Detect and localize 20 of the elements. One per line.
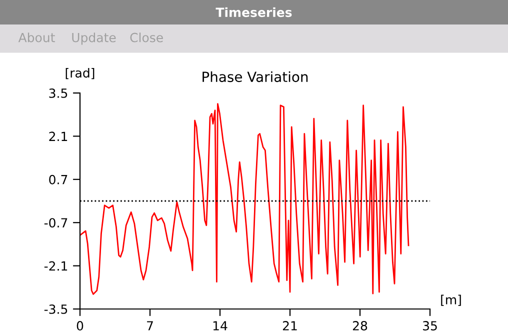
y-tick-label: 0.7 [49,174,68,184]
x-tick-label: 28 [352,321,368,330]
y-tick-label: -2.1 [44,261,68,271]
text: Timeseries [216,7,292,18]
x-tick-label: 14 [213,321,228,330]
x-tick-label: 7 [147,321,153,330]
text: About [18,32,55,42]
y-axis-title: [rad] [66,68,94,80]
text: Update [72,32,116,45]
y-tick-label: -0.7 [44,218,68,228]
x-tick-label: 35 [423,321,437,330]
y-tick-label: -3.5 [44,304,68,314]
x-tick-label: 21 [282,321,297,330]
line-series [80,103,410,295]
chart-title: Phase Variation [202,71,308,82]
x-tick-label: 0 [76,321,84,330]
y-tick-label: 2.1 [49,132,68,141]
x-axis-title: [m] [441,294,461,306]
text: Close [130,32,163,42]
y-tick-label: 3.5 [49,88,68,98]
